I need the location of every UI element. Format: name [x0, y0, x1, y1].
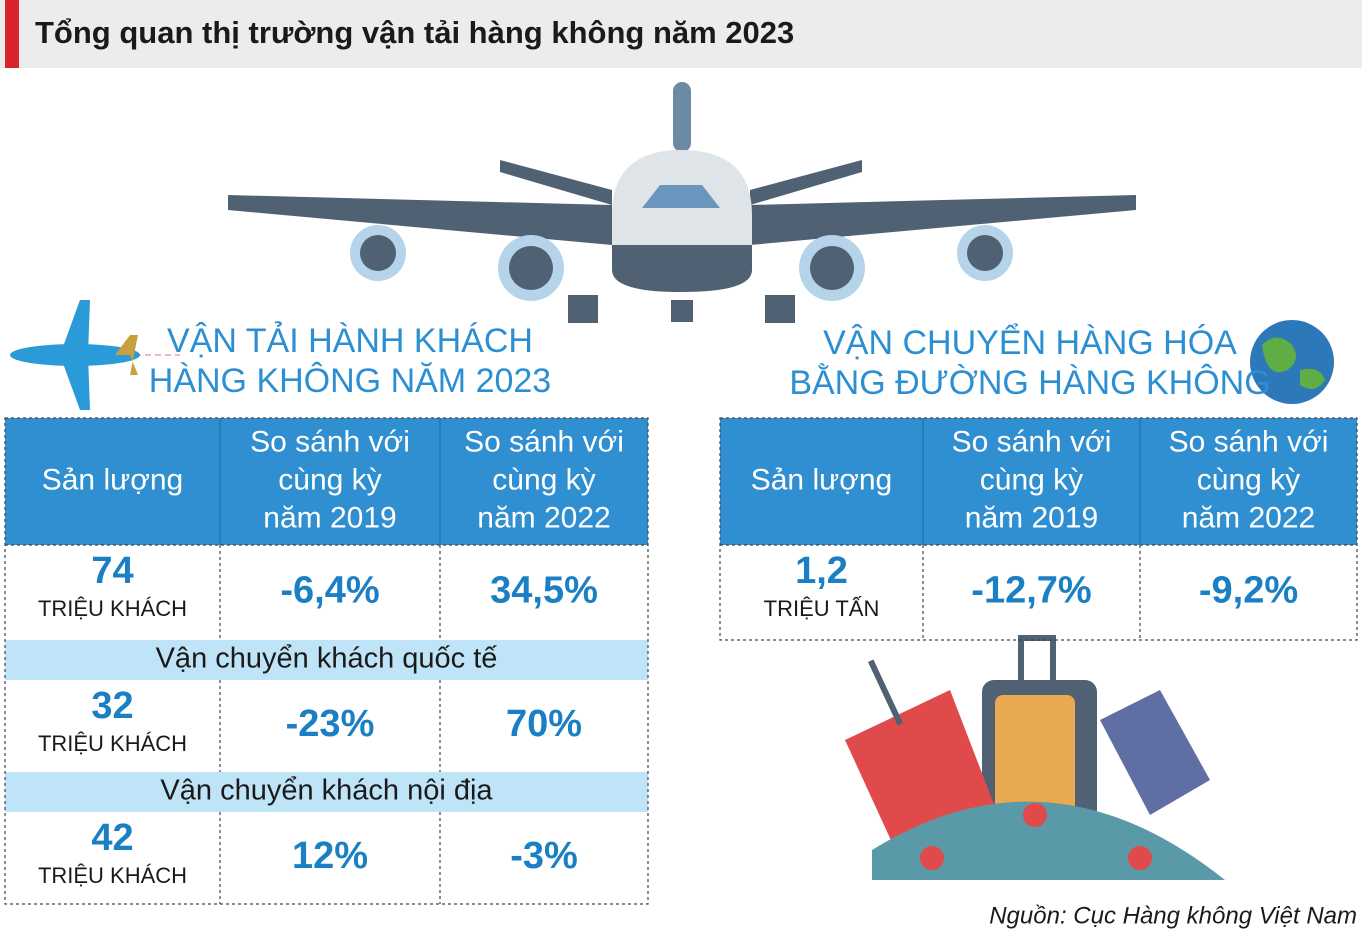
- output-unit: TRIỆU TẤN: [764, 596, 880, 621]
- output-value: 74: [91, 550, 133, 592]
- column-header: năm 2022: [477, 501, 610, 534]
- output-unit: TRIỆU KHÁCH: [38, 731, 187, 756]
- section-label: Vận chuyển khách nội địa: [160, 775, 493, 807]
- output-value: 32: [91, 685, 133, 727]
- title-accent: [5, 0, 19, 68]
- table-border: [719, 417, 1358, 641]
- change-2022: 34,5%: [490, 570, 598, 612]
- column-header: Sản lượng: [751, 463, 893, 496]
- change-2019: -6,4%: [280, 570, 379, 612]
- table-header: [5, 418, 648, 545]
- source-note: Nguồn: Cục Hàng không Việt Nam: [989, 902, 1357, 929]
- column-header: năm 2019: [965, 501, 1098, 534]
- change-2019: -23%: [286, 703, 375, 745]
- change-2022: 70%: [506, 703, 582, 745]
- section-heading: HÀNG KHÔNG NĂM 2023: [149, 362, 551, 400]
- section-heading: BẰNG ĐƯỜNG HÀNG KHÔNG: [789, 364, 1270, 402]
- change-2022: -9,2%: [1199, 570, 1298, 612]
- section-band: [5, 772, 648, 812]
- small-plane-icon: [10, 300, 180, 410]
- column-header: So sánh với: [1169, 425, 1329, 458]
- table-header: [720, 418, 1357, 545]
- output-unit: TRIỆU KHÁCH: [38, 863, 187, 888]
- column-header: cùng kỳ: [492, 463, 595, 496]
- output-value: 1,2: [795, 550, 848, 592]
- change-2019: 12%: [292, 835, 368, 877]
- luggage-illustration: [845, 635, 1225, 880]
- column-header: cùng kỳ: [980, 463, 1083, 496]
- output-value: 42: [91, 817, 133, 859]
- column-header: năm 2022: [1182, 501, 1315, 534]
- change-2019: -12,7%: [971, 570, 1091, 612]
- column-header: So sánh với: [952, 425, 1112, 458]
- column-header: cùng kỳ: [278, 463, 381, 496]
- section-label: Vận chuyển khách quốc tế: [156, 643, 498, 675]
- section-band: [5, 640, 648, 680]
- column-header: cùng kỳ: [1197, 463, 1300, 496]
- column-header: năm 2019: [263, 501, 396, 534]
- change-2022: -3%: [510, 835, 578, 877]
- section-heading: VẬN CHUYỂN HÀNG HÓA: [823, 324, 1237, 362]
- section-heading: VẬN TẢI HÀNH KHÁCH: [167, 322, 533, 360]
- title-bar: [0, 0, 1362, 68]
- title: Tổng quan thị trường vận tải hàng không …: [35, 15, 794, 50]
- output-unit: TRIỆU KHÁCH: [38, 596, 187, 621]
- column-header: Sản lượng: [42, 463, 184, 496]
- column-header: So sánh với: [250, 425, 410, 458]
- airplane-illustration: [228, 82, 1136, 323]
- globe-icon: [1250, 320, 1334, 404]
- column-header: So sánh với: [464, 425, 624, 458]
